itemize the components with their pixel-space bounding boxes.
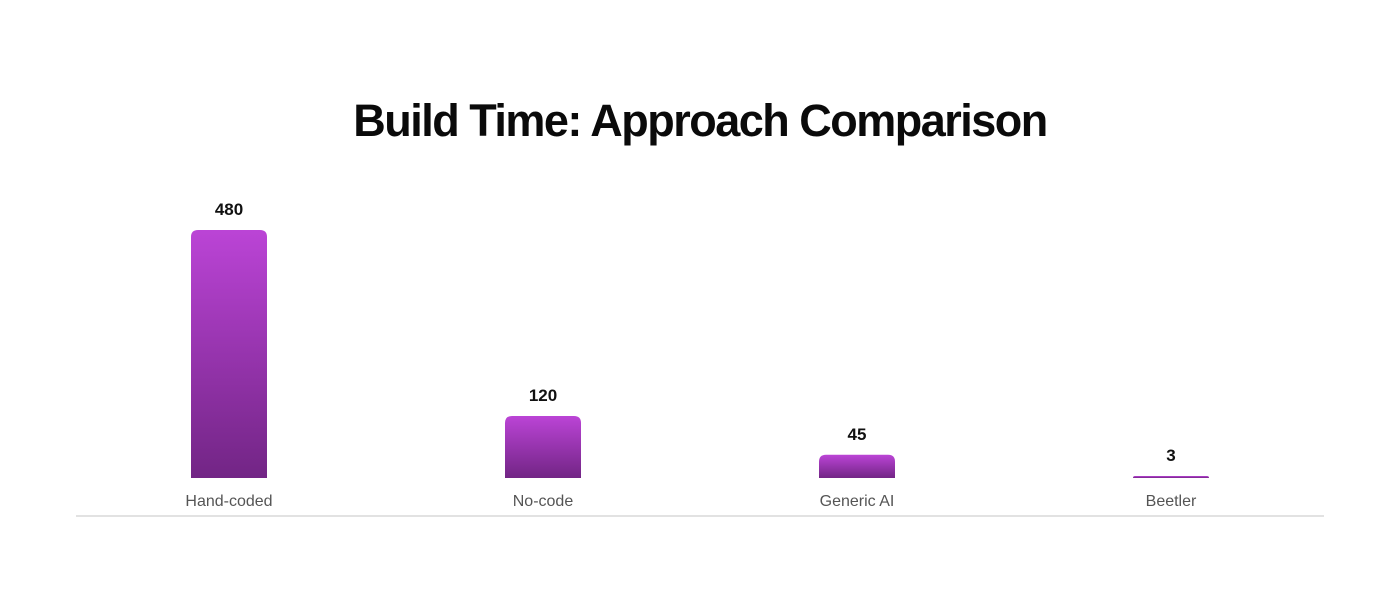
x-tick-label-no-code: No-code bbox=[513, 493, 574, 510]
value-label-generic-ai: 45 bbox=[848, 425, 867, 444]
bar-beetler bbox=[1133, 476, 1209, 478]
bar-generic-ai bbox=[819, 454, 895, 478]
x-tick-label-beetler: Beetler bbox=[1146, 493, 1197, 510]
x-tick-label-generic-ai: Generic AI bbox=[820, 493, 895, 510]
x-tick-label-hand-coded: Hand-coded bbox=[185, 493, 272, 510]
chart-title: Build Time: Approach Comparison bbox=[353, 95, 1048, 146]
bar-hand-coded bbox=[191, 230, 267, 478]
bars-layer: 480 Hand-coded 120 No-code 45 Generic AI 3 Beet… bbox=[185, 200, 1209, 510]
value-label-no-code: 120 bbox=[529, 386, 557, 405]
bar-no-code bbox=[505, 416, 581, 478]
value-label-hand-coded: 480 bbox=[215, 200, 243, 219]
value-label-beetler: 3 bbox=[1166, 446, 1175, 465]
